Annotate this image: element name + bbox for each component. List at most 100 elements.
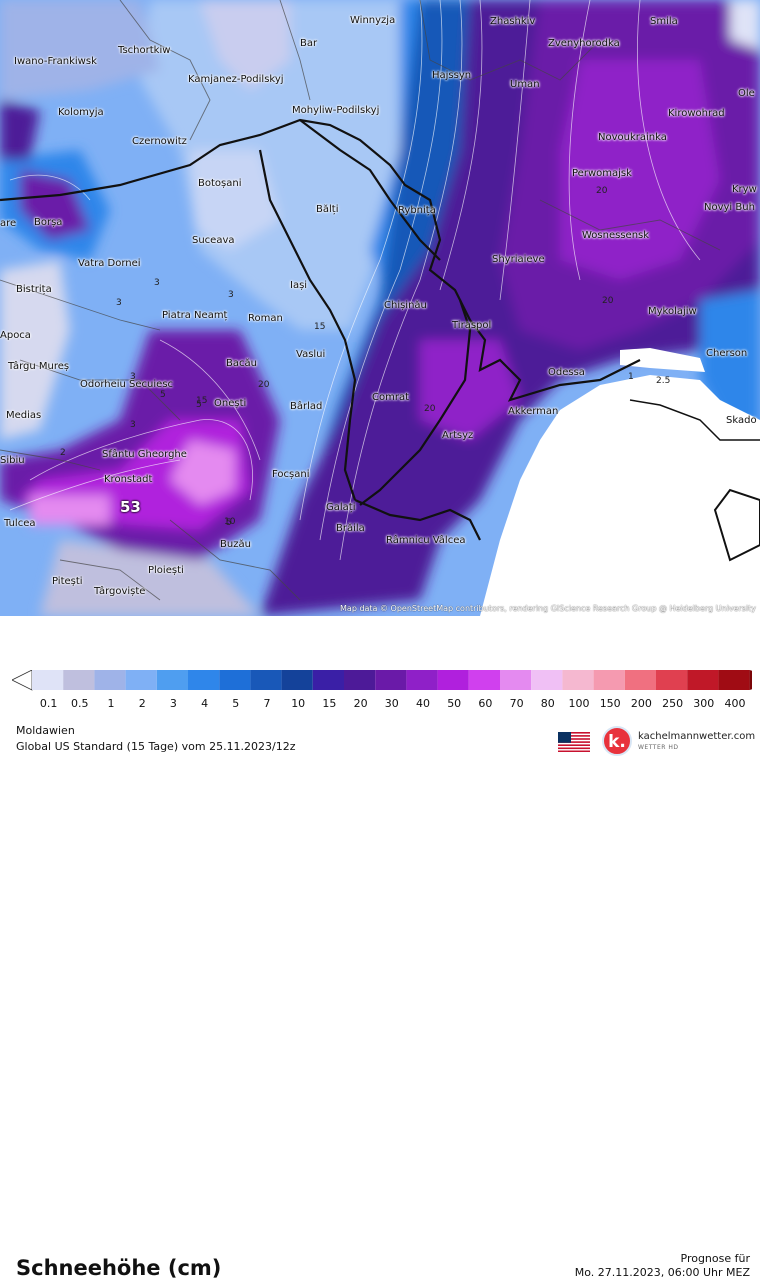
city-label: Suceava xyxy=(192,235,235,246)
city-label: Uman xyxy=(510,79,540,90)
scale-color-swatch xyxy=(562,670,594,690)
city-label: Kirowohrad xyxy=(668,108,725,119)
city-label: Zhashkiv xyxy=(490,16,536,27)
city-label: are xyxy=(0,218,17,229)
scale-tick-label: 80 xyxy=(540,697,555,710)
scale-color-swatch xyxy=(718,670,750,690)
scale-tick-label: 400 xyxy=(724,697,746,710)
us-flag-icon xyxy=(558,732,590,752)
city-label: Râmnicu Vâlcea xyxy=(386,535,466,546)
forecast-label: Prognose für xyxy=(680,1252,751,1265)
city-label: Akkerman xyxy=(508,406,559,417)
city-label: Sibiu xyxy=(0,455,25,466)
city-label: Kronstadt xyxy=(104,474,153,485)
city-label: Bacău xyxy=(226,358,257,369)
city-label: Focșani xyxy=(272,469,310,480)
city-label: Odorheiu Secuiesc xyxy=(80,379,174,390)
city-label: Tschortkiw xyxy=(118,45,171,56)
city-label: Bistrița xyxy=(16,284,52,295)
contour-value-label: 5 xyxy=(196,400,202,410)
scale-color-swatch xyxy=(500,670,532,690)
scale-tick-label: 5 xyxy=(232,697,240,710)
city-label: Mohyliw-Podilskyj xyxy=(292,105,380,116)
contour-value-label: 1 xyxy=(628,372,634,382)
city-label: Chișinău xyxy=(384,300,427,311)
city-label: Zvenyhorodka xyxy=(548,38,620,49)
scale-low-arrow xyxy=(12,670,33,691)
city-label: Botoșani xyxy=(198,178,242,189)
scale-tick-label: 15 xyxy=(322,697,337,710)
brand-name[interactable]: kachelmannwetter.com xyxy=(638,731,756,742)
scale-tick-label: 40 xyxy=(416,697,430,710)
scale-tick-label: 70 xyxy=(509,697,524,710)
city-label: Smila xyxy=(650,16,678,27)
snow-depth-map[interactable]: Winnyzja Zhashkiv Smila Bar Zvenyhorodka Tsch… xyxy=(0,0,760,616)
color-scale-bar xyxy=(12,670,752,691)
scale-color-swatch xyxy=(125,670,157,690)
city-label: Tulcea xyxy=(4,518,36,529)
city-label: Kryw xyxy=(732,184,757,195)
city-label: Cherson xyxy=(706,348,748,359)
scale-color-swatch xyxy=(406,670,438,690)
city-label: Vaslui xyxy=(296,349,326,360)
contour-value-label: 5 xyxy=(226,518,232,528)
city-label: Roman xyxy=(248,313,283,324)
contour-value-label: 3 xyxy=(116,298,122,308)
map-canvas xyxy=(0,0,760,616)
scale-tick-label: 150 xyxy=(599,697,621,710)
contour-value-label: 2 xyxy=(60,448,66,458)
city-label: Czernowitz xyxy=(132,136,187,147)
city-label: Pitești xyxy=(52,576,83,587)
scale-color-swatch xyxy=(188,670,220,690)
scale-color-swatch xyxy=(63,670,95,690)
region-name: Moldawien xyxy=(16,724,75,737)
city-label: Borșa xyxy=(34,217,63,228)
scale-tick-label: 1 xyxy=(107,697,115,710)
city-label: Ploiești xyxy=(148,565,184,576)
scale-tick-label: 3 xyxy=(169,697,177,710)
scale-color-swatch xyxy=(656,670,688,690)
city-label: Galați xyxy=(326,502,356,513)
city-label: Hajssyn xyxy=(432,70,472,81)
city-label: Novyi Buh xyxy=(704,202,755,213)
city-label: Comrat xyxy=(372,392,410,403)
scale-color-swatch xyxy=(94,670,126,690)
contour-value-label: 20 xyxy=(258,380,270,390)
scale-tick-label: 4 xyxy=(201,697,209,710)
city-label: Ole xyxy=(738,88,755,99)
contour-value-label: 2.5 xyxy=(656,376,671,386)
scale-tick-label: 0.5 xyxy=(71,697,89,710)
city-label: Vatra Dornei xyxy=(78,258,141,269)
scale-high-arrow xyxy=(749,670,752,690)
city-label: Shyriaieve xyxy=(492,254,545,265)
contour-value-label: 10 xyxy=(224,517,236,527)
scale-tick-label: 10 xyxy=(291,697,306,710)
city-label: Mykolajiw xyxy=(648,306,697,317)
scale-tick-label: 0.1 xyxy=(39,697,58,710)
scale-tick-label: 60 xyxy=(478,697,493,710)
contour-value-label: 5 xyxy=(160,390,166,400)
city-label: Târgu Mureș xyxy=(8,361,70,372)
scale-tick-label: 250 xyxy=(662,697,684,710)
contour-value-label: 20 xyxy=(596,186,608,196)
city-label: Brăila xyxy=(336,523,365,534)
city-label: Artsyz xyxy=(442,430,474,441)
forecast-time: Mo. 27.11.2023, 06:00 Uhr MEZ xyxy=(574,1266,750,1279)
city-label: Piatra Neamț xyxy=(162,310,228,321)
city-label: Medias xyxy=(6,410,42,421)
scale-color-swatch xyxy=(281,670,313,690)
city-label: Bar xyxy=(300,38,318,49)
scale-color-swatch xyxy=(593,670,625,690)
scale-color-swatch xyxy=(312,670,344,690)
contour-value-label: 20 xyxy=(424,404,436,414)
contour-value-label: 3 xyxy=(154,278,160,288)
city-label: Novoukrainka xyxy=(598,132,667,143)
contour-value-label: 3 xyxy=(130,372,136,382)
scale-color-swatch xyxy=(32,670,64,690)
model-info: Global US Standard (15 Tage) vom 25.11.2… xyxy=(16,740,296,753)
scale-color-swatch xyxy=(687,670,719,690)
scale-tick-label: 30 xyxy=(384,697,399,710)
city-label: Sfântu Gheorghe xyxy=(102,449,187,460)
kachelmann-logo-icon[interactable]: k. xyxy=(602,726,632,756)
scale-tick-label: 100 xyxy=(568,697,590,710)
